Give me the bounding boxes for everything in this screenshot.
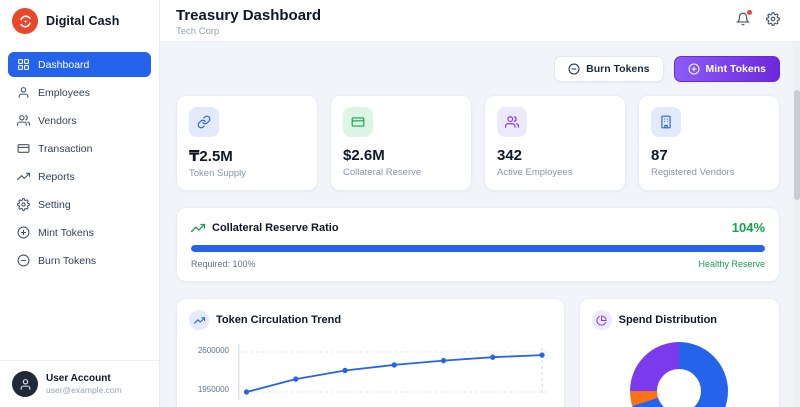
scrollbar-thumb[interactable] (794, 90, 800, 200)
sidebar-item-transaction[interactable]: Transaction (8, 136, 151, 161)
sidebar-item-label: Transaction (38, 143, 92, 155)
stat-card-active-employees: 342 Active Employees (484, 95, 626, 191)
stat-label: Token Supply (189, 168, 305, 179)
app-logo: Digital Cash (0, 0, 159, 42)
sidebar-item-setting[interactable]: Setting (8, 192, 151, 217)
sidebar-item-employees[interactable]: Employees (8, 80, 151, 105)
burn-tokens-label: Burn Tokens (586, 63, 649, 75)
users-icon (497, 107, 527, 137)
reserve-ratio-title: Collateral Reserve Ratio (212, 222, 339, 234)
sidebar-item-dashboard[interactable]: Dashboard (8, 52, 151, 77)
users-icon (17, 114, 30, 127)
reserve-required-label: Required: 100% (191, 259, 256, 269)
stat-label: Registered Vendors (651, 167, 767, 178)
token-circulation-trend-card: Token Circulation Trend 2600000 1950000 (176, 298, 565, 407)
y-tick-label: 2600000 (198, 346, 229, 355)
reserve-ratio-value: 104% (732, 220, 765, 235)
sidebar-item-label: Employees (38, 87, 90, 99)
stat-card-token-supply: ₸2.5M Token Supply (176, 95, 318, 191)
trending-up-icon (17, 170, 30, 183)
plus-circle-icon (17, 226, 30, 239)
donut-chart (630, 342, 728, 407)
stat-label: Collateral Reserve (343, 167, 459, 178)
user-email: user@example.com (46, 385, 122, 395)
notification-dot (747, 10, 752, 15)
line-plot (235, 344, 552, 400)
chart-title: Token Circulation Trend (216, 314, 341, 326)
spend-distribution-card: Spend Distribution (579, 298, 780, 407)
link-icon (189, 107, 219, 137)
credit-card-icon (343, 107, 373, 137)
sidebar-item-burn-tokens[interactable]: Burn Tokens (8, 248, 151, 273)
app-name: Digital Cash (46, 14, 119, 28)
burn-tokens-button[interactable]: Burn Tokens (554, 56, 663, 82)
reserve-progress-bar (191, 245, 765, 252)
sidebar-nav: Dashboard Employees Vendors Transaction … (0, 42, 159, 360)
charts-row: Token Circulation Trend 2600000 1950000 (176, 298, 780, 407)
digital-cash-logo-icon (12, 8, 38, 34)
sidebar-item-mint-tokens[interactable]: Mint Tokens (8, 220, 151, 245)
chart-title: Spend Distribution (619, 314, 717, 326)
trending-up-icon (191, 221, 205, 235)
stat-cards: ₸2.5M Token Supply $2.6M Collateral Rese… (176, 95, 780, 191)
reserve-progress-fill (191, 245, 765, 252)
mint-tokens-label: Mint Tokens (706, 63, 766, 75)
user-account[interactable]: User Account user@example.com (0, 360, 159, 407)
minus-circle-icon (568, 63, 580, 75)
settings-button[interactable] (766, 12, 780, 26)
minus-circle-icon (17, 254, 30, 267)
stat-value: 87 (651, 147, 767, 164)
stat-card-registered-vendors: 87 Registered Vendors (638, 95, 780, 191)
sidebar-item-reports[interactable]: Reports (8, 164, 151, 189)
notifications-button[interactable] (736, 12, 750, 26)
line-chart: 2600000 1950000 (189, 344, 552, 400)
plus-circle-icon (688, 63, 700, 75)
reserve-status-label: Healthy Reserve (698, 259, 765, 269)
y-tick-label: 1950000 (198, 385, 229, 394)
avatar (12, 371, 38, 397)
sidebar-item-label: Burn Tokens (38, 255, 96, 267)
content: Burn Tokens Mint Tokens ₸2.5M Token Supp… (160, 42, 800, 407)
grid-icon (17, 58, 30, 71)
stat-value: ₸2.5M (189, 147, 305, 165)
stat-card-collateral-reserve: $2.6M Collateral Reserve (330, 95, 472, 191)
toolbar: Burn Tokens Mint Tokens (176, 56, 780, 82)
building-icon (651, 107, 681, 137)
header: Treasury Dashboard Tech Corp (160, 0, 800, 42)
page-title: Treasury Dashboard (176, 7, 321, 24)
user-icon (17, 86, 30, 99)
page-subtitle: Tech Corp (176, 26, 321, 37)
sidebar-item-vendors[interactable]: Vendors (8, 108, 151, 133)
main-area: Treasury Dashboard Tech Corp Burn Tokens… (160, 0, 800, 407)
scrollbar-track (793, 42, 800, 407)
sidebar-item-label: Dashboard (38, 59, 89, 71)
mint-tokens-button[interactable]: Mint Tokens (674, 56, 780, 82)
y-axis-labels: 2600000 1950000 (189, 344, 235, 394)
sidebar-item-label: Mint Tokens (38, 227, 94, 239)
trending-up-icon (189, 310, 209, 330)
sidebar-item-label: Vendors (38, 115, 77, 127)
stat-label: Active Employees (497, 167, 613, 178)
credit-card-icon (17, 142, 30, 155)
stat-value: $2.6M (343, 147, 459, 164)
pie-chart-icon (592, 310, 612, 330)
user-name: User Account (46, 373, 122, 384)
stat-value: 342 (497, 147, 613, 164)
sidebar-item-label: Reports (38, 171, 75, 183)
collateral-reserve-ratio-card: Collateral Reserve Ratio 104% Required: … (176, 207, 780, 282)
gear-icon (766, 12, 780, 26)
sidebar-item-label: Setting (38, 199, 71, 211)
gear-icon (17, 198, 30, 211)
sidebar: Digital Cash Dashboard Employees Vendors… (0, 0, 160, 407)
